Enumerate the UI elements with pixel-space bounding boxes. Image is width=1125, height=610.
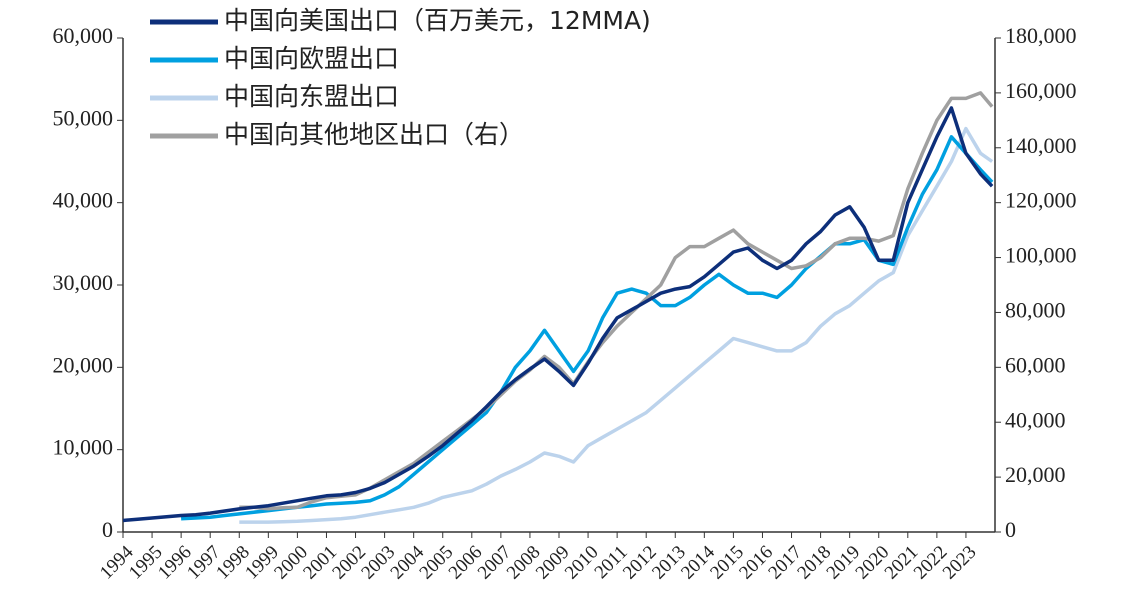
x-tick-label: 2023 — [939, 542, 981, 584]
legend-label: 中国向东盟出口 — [224, 82, 399, 111]
series-line — [239, 126, 994, 524]
y2-tick-label: 120,000 — [1005, 188, 1077, 213]
y-tick-label: 0 — [102, 517, 113, 542]
series-line — [239, 91, 994, 511]
y2-tick-label: 60,000 — [1005, 352, 1066, 377]
y2-tick-label: 160,000 — [1005, 78, 1077, 103]
series-line — [122, 106, 994, 523]
y-tick-label: 10,000 — [53, 435, 114, 460]
y-tick-label: 60,000 — [53, 23, 114, 48]
y2-tick-label: 140,000 — [1005, 133, 1077, 158]
y-tick-label: 20,000 — [53, 352, 114, 377]
y-tick-label: 50,000 — [53, 105, 114, 130]
y2-tick-label: 20,000 — [1005, 462, 1066, 487]
series-line — [181, 135, 994, 521]
legend: 中国向美国出口（百万美元，12MMA) 中国向欧盟出口中国向东盟出口中国向其他地区… — [150, 6, 651, 149]
y2-tick-label: 0 — [1005, 517, 1016, 542]
y-tick-label: 40,000 — [53, 188, 114, 213]
y2-tick-label: 180,000 — [1005, 23, 1077, 48]
y2-tick-label: 40,000 — [1005, 407, 1066, 432]
y2-tick-label: 80,000 — [1005, 297, 1066, 322]
legend-label: 中国向欧盟出口 — [224, 44, 399, 73]
legend-label: 中国向美国出口（百万美元，12MMA) — [224, 6, 651, 35]
y-tick-label: 30,000 — [53, 270, 114, 295]
legend-label: 中国向其他地区出口（右） — [224, 120, 524, 149]
y2-tick-label: 100,000 — [1005, 243, 1077, 268]
